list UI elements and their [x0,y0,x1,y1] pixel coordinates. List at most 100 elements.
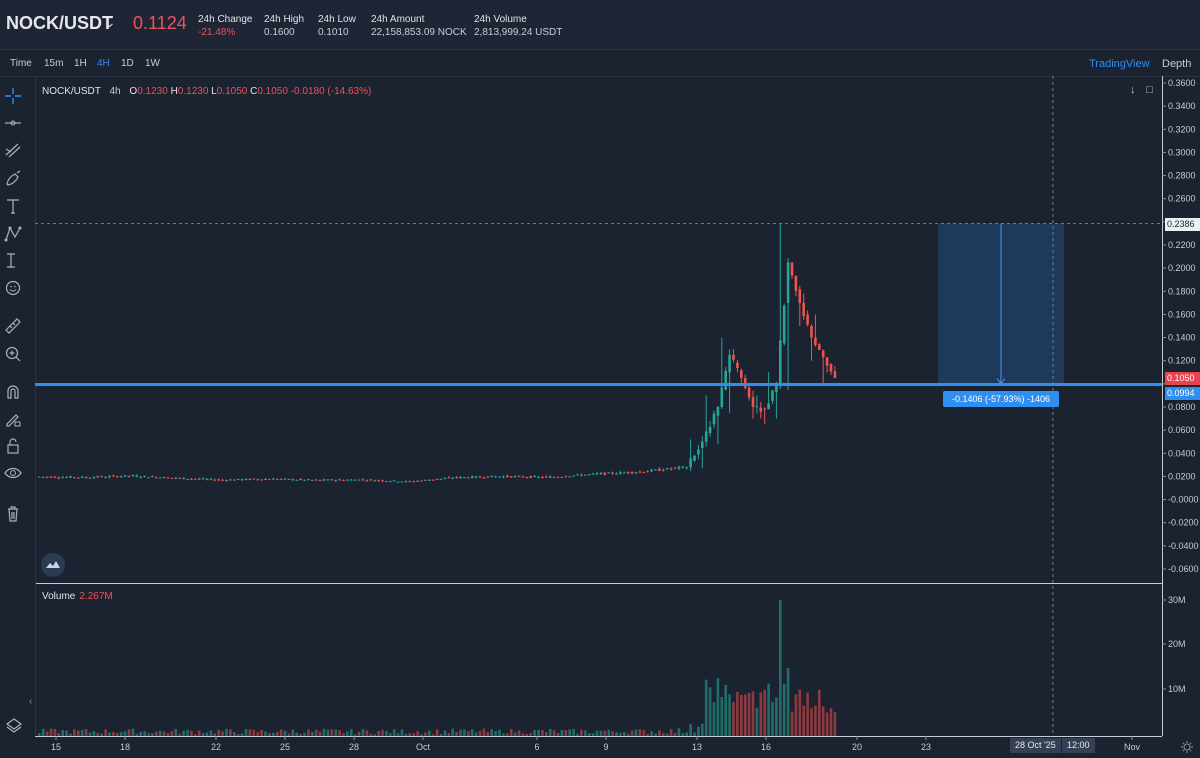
candle-body [365,480,369,482]
lock-drawing-icon[interactable] [3,409,23,429]
candle-body [264,478,267,480]
last-price-tag: 0.1050 [1165,372,1200,385]
candle-body [517,475,521,477]
text-icon[interactable] [3,196,23,216]
candle-body [381,480,384,482]
volume-bar [673,732,677,736]
candle-body [498,476,501,478]
candle-body [443,478,447,480]
candle-body [794,275,798,291]
candle-body [564,476,568,478]
volume-bar [533,729,536,736]
volume-bar [116,733,119,736]
candle-body [486,476,490,478]
chevron-down-icon[interactable]: ⌄ [104,14,116,30]
volume-bar [162,731,166,736]
measure-result-label: -0.1406 (-57.93%) -1406 [943,391,1059,407]
timeframe-1w[interactable]: 1W [145,58,160,69]
magnet-icon[interactable] [3,382,23,402]
legend-symbol: NOCK/USDT [42,86,101,97]
stat-value: 0.1600 [264,27,295,38]
volume-bar [178,733,181,736]
pattern-icon[interactable] [3,224,23,244]
volume-bar [342,732,345,736]
volume-bar [467,731,470,736]
collapse-toolbar-icon[interactable]: ‹ [29,696,33,707]
crosshair-icon[interactable] [3,86,23,106]
volume-bar [244,728,248,736]
time-tick-label: 15 [51,742,61,752]
volume-bar [712,702,716,736]
volume-bar [701,723,704,736]
volume-bar [829,707,833,736]
brush-icon[interactable] [3,168,23,188]
horizontal-line-icon[interactable] [3,113,23,133]
volume-bar [314,729,318,736]
candle-body [548,476,552,478]
ruler-icon[interactable] [3,316,23,336]
candle-body [197,478,201,480]
candle-body [560,476,564,478]
zoom-in-icon[interactable] [3,344,23,364]
timeframe-time[interactable]: Time [10,58,32,69]
pair-selector-label[interactable]: NOCK/USDT [6,13,113,33]
volume-bar [225,728,228,736]
gear-icon[interactable] [1180,740,1194,754]
volume-bar [584,730,587,736]
volume-bar [272,732,275,736]
measure-icon[interactable] [3,251,23,271]
trend-lines-icon[interactable] [3,140,23,160]
download-icon[interactable]: ↓ [1130,84,1136,96]
volume-bar [338,730,341,736]
eye-icon[interactable] [3,463,23,483]
lock-icon[interactable] [3,436,23,456]
candle-body [428,479,431,481]
timeframe-1h[interactable]: 1H [74,58,87,69]
volume-bar [392,729,396,736]
candle-body [190,478,193,480]
emoji-icon[interactable] [3,278,23,298]
timeframe-15m[interactable]: 15m [44,58,64,69]
candle-body [225,480,228,482]
candle-body [521,476,525,478]
candle-body [638,471,642,473]
candle-body [279,478,283,480]
candle-body [467,477,470,479]
volume-bar [77,730,80,736]
trash-icon[interactable] [3,504,23,524]
volume-bar [591,733,595,736]
candle-body [182,477,185,480]
candle-body [654,469,657,471]
fullscreen-icon[interactable]: □ [1146,84,1153,96]
layers-icon[interactable] [4,716,24,736]
candle-body [49,476,53,478]
volume-bar [303,732,306,736]
candle-body [389,481,392,483]
candle-body [295,479,298,481]
price-tick-label: 0.3000 [1168,147,1196,157]
volume-bar [451,728,454,736]
candle-body [84,477,88,479]
tradingview-tab[interactable]: TradingView [1089,58,1150,70]
volume-bar [716,678,720,736]
candle-body [373,480,376,482]
timeframe-1d[interactable]: 1D [121,58,134,69]
volume-bar [135,733,139,736]
time-tick-label: 16 [761,742,771,752]
candle-body [474,476,478,478]
timeframe-4h[interactable]: 4H [97,58,110,69]
candle-body [73,477,76,479]
chart-toolbar: Time 15m 1H 4H 1D 1W TradingView Depth [0,54,1200,74]
volume-legend-value: 2.267M [79,591,113,602]
candle-body [790,262,794,276]
price-tick-label: -0.0200 [1168,518,1199,528]
candle-body [205,478,209,480]
candle-body [712,413,716,425]
depth-tab[interactable]: Depth [1162,58,1192,70]
volume-bar [377,730,380,736]
candle-body [693,455,696,461]
candle-body [821,350,825,358]
tradingview-logo-icon[interactable] [41,553,65,577]
volume-tick-label: 10M [1168,684,1186,694]
